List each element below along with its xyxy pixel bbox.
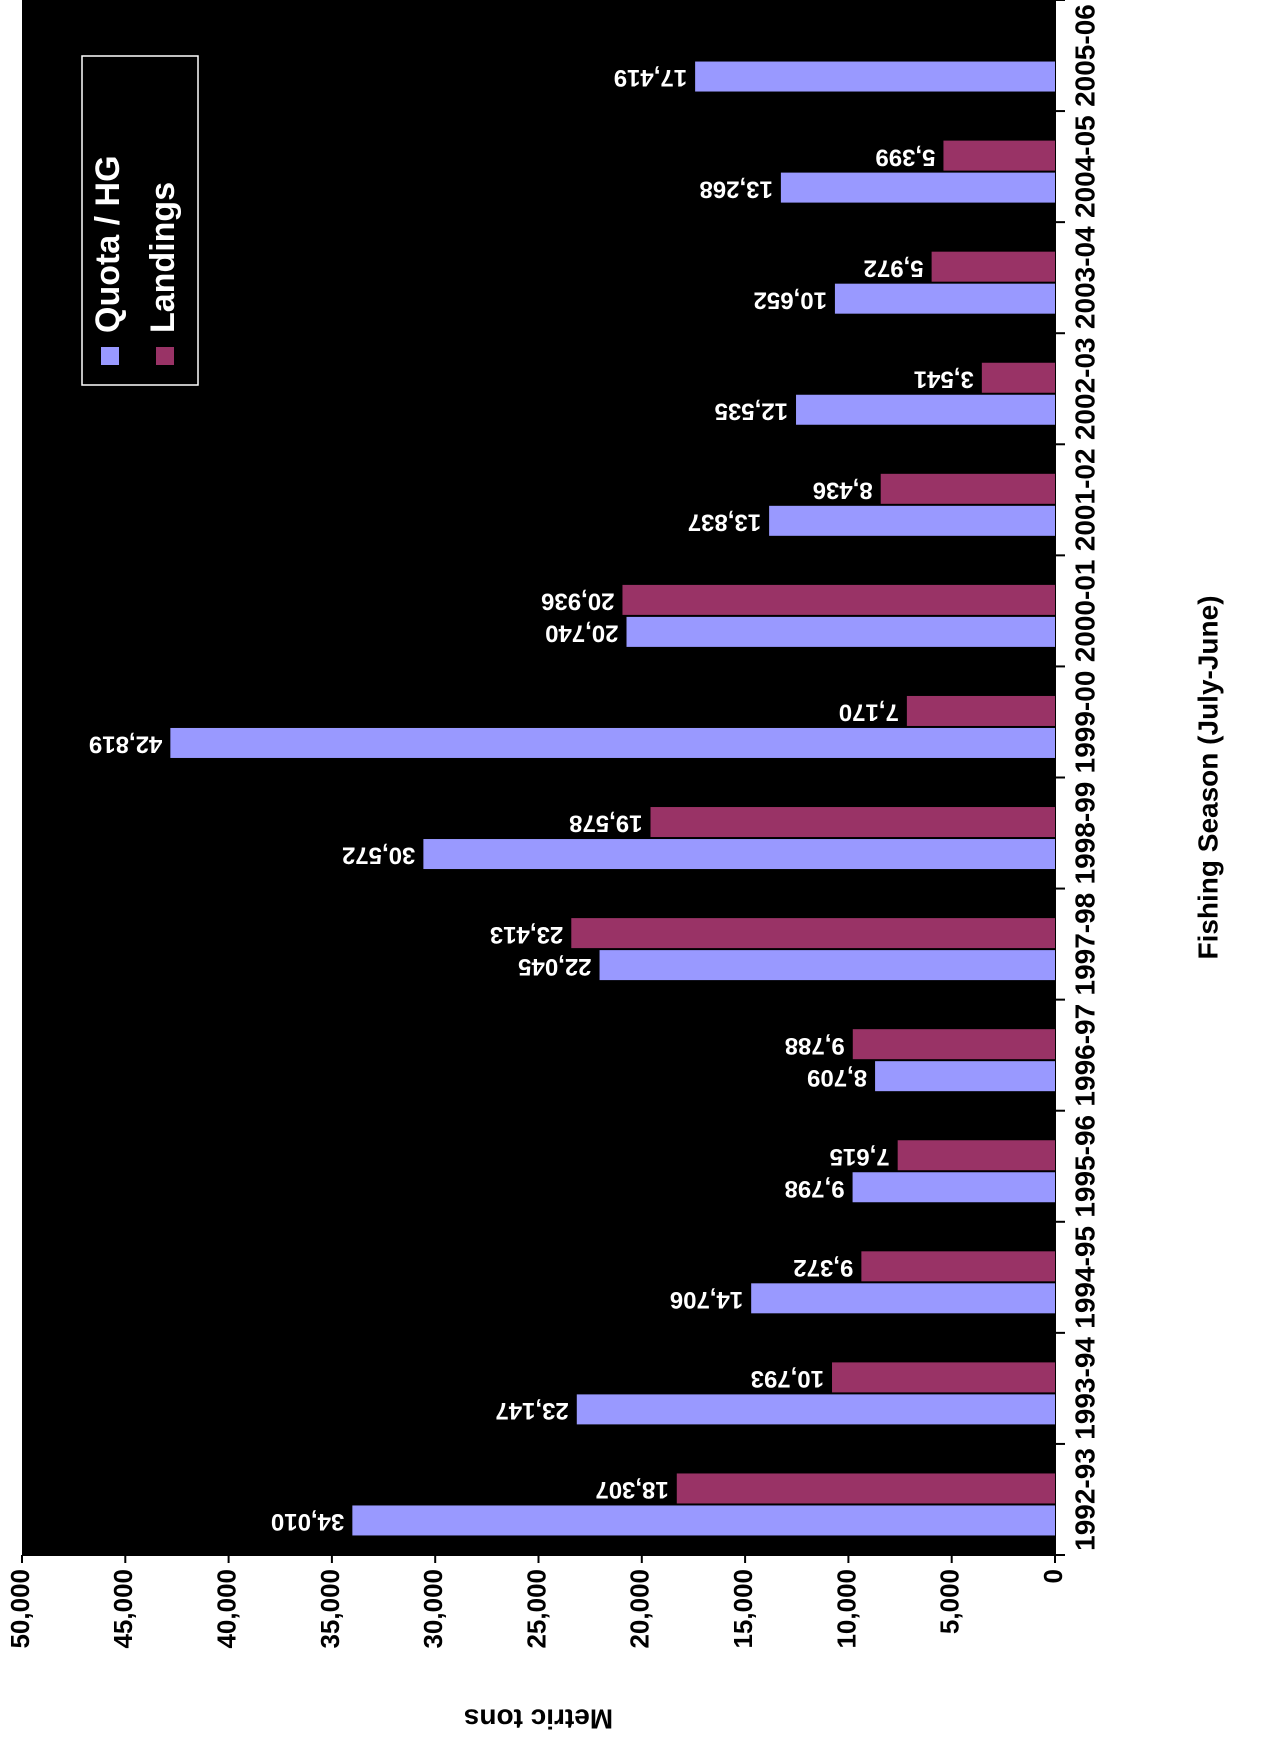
x-axis-title: Fishing Season (July-June) [1192, 595, 1223, 959]
bar [622, 584, 1055, 615]
value-label: 5,972 [864, 254, 924, 281]
y-tick-label: 30,000 [418, 1569, 448, 1649]
bar [599, 950, 1055, 981]
value-label: 3,541 [914, 365, 974, 392]
y-tick-label: 45,000 [108, 1569, 138, 1649]
value-label: 7,170 [839, 699, 899, 726]
bar [852, 1172, 1055, 1203]
bar [834, 283, 1055, 314]
bar [931, 251, 1055, 282]
legend-label: Landings [144, 182, 182, 333]
bar [751, 1283, 1055, 1314]
value-label: 18,307 [595, 1476, 668, 1503]
legend-label: Quota / HG [89, 155, 127, 333]
x-tick-label: 2000-01 [1069, 560, 1100, 663]
bar [576, 1394, 1055, 1425]
legend-swatch [156, 347, 174, 365]
value-label: 13,837 [688, 508, 761, 535]
value-label: 22,045 [518, 953, 591, 980]
bar [423, 839, 1055, 870]
x-tick-label: 1995-96 [1069, 1115, 1100, 1218]
bar [943, 140, 1056, 171]
value-label: 9,788 [785, 1032, 845, 1059]
value-label: 9,798 [785, 1175, 845, 1202]
bar [170, 727, 1056, 758]
y-tick-label: 50,000 [5, 1569, 35, 1649]
bar [832, 1362, 1055, 1393]
bar [571, 918, 1055, 949]
value-label: 10,793 [751, 1365, 824, 1392]
x-tick-label: 1994-95 [1069, 1226, 1100, 1329]
x-tick-label: 1992-93 [1069, 1448, 1100, 1551]
value-label: 9,372 [793, 1254, 853, 1281]
bar [852, 1029, 1055, 1060]
bar [676, 1473, 1056, 1504]
y-axis-title: Metric tons [464, 1704, 613, 1735]
bar [695, 61, 1055, 92]
bar [897, 1140, 1055, 1171]
plot-area [22, 0, 1055, 1555]
value-label: 19,578 [569, 810, 642, 837]
y-tick-label: 35,000 [315, 1569, 345, 1649]
value-label: 7,615 [830, 1143, 890, 1170]
value-label: 20,936 [541, 588, 614, 615]
x-tick-label: 1997-98 [1069, 893, 1100, 996]
y-tick-label: 25,000 [521, 1569, 551, 1649]
bar [796, 394, 1056, 425]
y-tick-label: 20,000 [625, 1569, 655, 1649]
y-tick-label: 40,000 [211, 1569, 241, 1649]
x-tick-label: 2005-06 [1069, 4, 1100, 107]
value-label: 8,709 [807, 1064, 867, 1091]
value-label: 23,413 [490, 921, 563, 948]
value-label: 17,419 [614, 64, 687, 91]
legend-box [81, 55, 199, 386]
x-tick-label: 1998-99 [1069, 782, 1100, 885]
bar [780, 172, 1055, 203]
bar [906, 695, 1055, 726]
x-tick-label: 2003-04 [1069, 226, 1100, 329]
value-label: 30,572 [342, 842, 415, 869]
value-label: 14,706 [670, 1286, 743, 1313]
bar [861, 1251, 1055, 1282]
bar [981, 362, 1056, 393]
bar [352, 1505, 1055, 1536]
value-label: 5,399 [875, 143, 935, 170]
x-tick-label: 2002-03 [1069, 337, 1100, 440]
legend-swatch [101, 347, 119, 365]
value-label: 20,740 [545, 620, 618, 647]
bar [626, 616, 1055, 647]
value-label: 23,147 [495, 1397, 568, 1424]
value-label: 42,819 [89, 731, 162, 758]
value-label: 10,652 [754, 286, 827, 313]
y-tick-label: 5,000 [935, 1569, 965, 1634]
bar [650, 807, 1055, 838]
bar [875, 1061, 1056, 1092]
y-tick-label: 0 [1038, 1569, 1068, 1583]
value-label: 12,535 [715, 397, 788, 424]
x-tick-label: 1993-94 [1069, 1337, 1100, 1440]
bar [769, 505, 1055, 536]
x-tick-label: 1996-97 [1069, 1004, 1100, 1107]
value-label: 13,268 [699, 175, 772, 202]
value-label: 8,436 [813, 476, 873, 503]
rotated-chart: 0 5,000 10,000 15,000 20,000 25,000 30,000 35,0… [5, 0, 1223, 1735]
y-tick-label: 10,000 [831, 1569, 861, 1649]
value-label: 34,010 [271, 1508, 344, 1535]
x-tick-label: 2001-02 [1069, 448, 1100, 551]
x-tick-label: 1999-00 [1069, 671, 1100, 774]
y-tick-label: 15,000 [728, 1569, 758, 1649]
x-tick-label: 2004-05 [1069, 115, 1100, 218]
bar [880, 473, 1055, 504]
